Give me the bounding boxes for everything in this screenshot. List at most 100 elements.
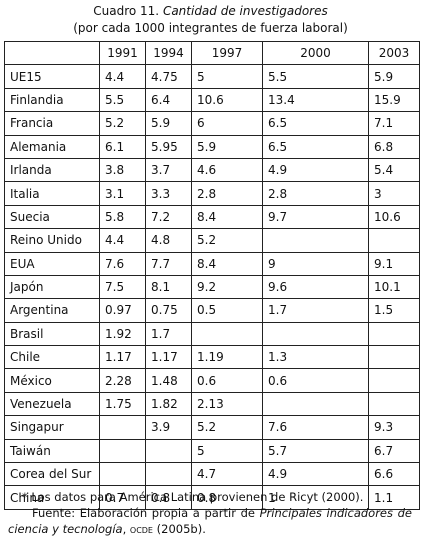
header-year: 1991 bbox=[99, 40, 146, 66]
table-row: Finlandia 5.5 6.4 10.6 13.4 15.9 bbox=[4, 87, 420, 113]
value-cell: 10.6 bbox=[368, 204, 420, 230]
table-row: Alemania 6.1 5.95 5.9 6.5 6.8 bbox=[4, 134, 420, 159]
table-row: México 2.28 1.48 0.6 0.6 bbox=[4, 368, 420, 393]
value-cell bbox=[368, 228, 420, 253]
table-row: China 0.7 0.8 0.8 1 1.1 bbox=[4, 485, 420, 510]
value-cell: 6 bbox=[191, 111, 263, 136]
country-cell: Taiwán bbox=[4, 438, 100, 464]
value-cell: 8.4 bbox=[191, 251, 263, 276]
table-row: Taiwán 5 5.7 6.7 bbox=[4, 438, 420, 464]
table-row: EUA 7.6 7.7 8.4 9 9.1 bbox=[4, 251, 420, 276]
value-cell: 15.9 bbox=[368, 87, 420, 113]
note-source-title-a: Principales indicadores de bbox=[259, 506, 413, 520]
table-row: Suecia 5.8 7.2 8.4 9.7 10.6 bbox=[4, 204, 420, 230]
value-cell bbox=[99, 415, 146, 440]
country-cell: Finlandia bbox=[4, 87, 100, 113]
note-source-line1: Fuente: Elaboración propia a partir de P… bbox=[8, 505, 412, 521]
value-cell: 0.75 bbox=[145, 298, 192, 323]
value-cell bbox=[262, 321, 369, 347]
value-cell: 9.2 bbox=[191, 274, 263, 300]
value-cell bbox=[368, 345, 420, 370]
value-cell: 9.1 bbox=[368, 251, 420, 276]
table-header: 1991 1994 1997 2000 2003 bbox=[4, 40, 420, 66]
value-cell: 5 bbox=[191, 438, 263, 464]
note-latin-america: * Los datos para América Latina proviene… bbox=[22, 490, 364, 504]
value-cell: 7.6 bbox=[262, 415, 369, 440]
table-row: Singapur 3.9 5.2 7.6 9.3 bbox=[4, 415, 420, 440]
value-cell bbox=[99, 462, 146, 487]
country-cell: Alemania bbox=[4, 134, 100, 159]
value-cell: 6.5 bbox=[262, 134, 369, 159]
value-cell: 0.6 bbox=[262, 368, 369, 393]
value-cell: 6.6 bbox=[368, 462, 420, 487]
researchers-table: 1991 1994 1997 2000 2003 UE15 4.4 4.75 5 5.5 5.9 F… bbox=[4, 40, 420, 510]
value-cell: 1.92 bbox=[99, 321, 146, 347]
country-cell: Singapur bbox=[4, 415, 100, 440]
header-country bbox=[4, 40, 100, 66]
table-row: Argentina 0.97 0.75 0.5 1.7 1.5 bbox=[4, 298, 420, 323]
country-cell: Chile bbox=[4, 345, 100, 370]
value-cell: 0.7 bbox=[99, 485, 146, 510]
value-cell: 6.4 bbox=[145, 87, 192, 113]
country-cell: Francia bbox=[4, 111, 100, 136]
caption-number: Cuadro 11. bbox=[93, 4, 160, 18]
table-notes: * Los datos para América Latina proviene… bbox=[8, 489, 412, 537]
value-cell bbox=[99, 438, 146, 464]
table-row: Italia 3.1 3.3 2.8 2.8 3 bbox=[4, 181, 420, 206]
country-cell: Irlanda bbox=[4, 157, 100, 183]
value-cell bbox=[145, 438, 192, 464]
value-cell: 7.7 bbox=[145, 251, 192, 276]
value-cell bbox=[368, 368, 420, 393]
note-source-prefix: Fuente: Elaboración propia a partir de bbox=[32, 506, 255, 520]
value-cell: 4.9 bbox=[262, 462, 369, 487]
value-cell: 7.5 bbox=[99, 274, 146, 300]
value-cell: 0.5 bbox=[191, 298, 263, 323]
value-cell: 5.9 bbox=[191, 134, 263, 159]
value-cell: 1.3 bbox=[262, 345, 369, 370]
table-row: Venezuela 1.75 1.82 2.13 bbox=[4, 391, 420, 417]
value-cell: 13.4 bbox=[262, 87, 369, 113]
value-cell: 5 bbox=[191, 64, 263, 89]
value-cell: 1.17 bbox=[145, 345, 192, 370]
value-cell bbox=[262, 228, 369, 253]
value-cell: 1.7 bbox=[145, 321, 192, 347]
country-cell: México bbox=[4, 368, 100, 393]
value-cell: 0.8 bbox=[191, 485, 263, 510]
value-cell: 4.75 bbox=[145, 64, 192, 89]
value-cell: 2.8 bbox=[191, 181, 263, 206]
table-row: Brasil 1.92 1.7 bbox=[4, 321, 420, 347]
table-caption: Cuadro 11. Cantidad de investigadores (p… bbox=[0, 3, 421, 37]
country-cell: Corea del Sur bbox=[4, 462, 100, 487]
value-cell: 4.9 bbox=[262, 157, 369, 183]
header-year: 1997 bbox=[191, 40, 263, 66]
value-cell: 5.8 bbox=[99, 204, 146, 230]
value-cell: 9.6 bbox=[262, 274, 369, 300]
country-cell: Suecia bbox=[4, 204, 100, 230]
note-source-org: ocde bbox=[129, 522, 153, 536]
caption-subtitle: (por cada 1000 integrantes de fuerza lab… bbox=[73, 21, 348, 35]
value-cell: 7.6 bbox=[99, 251, 146, 276]
caption-title-line: Cuadro 11. Cantidad de investigadores bbox=[0, 3, 421, 20]
value-cell: 0.6 bbox=[191, 368, 263, 393]
value-cell: 5.9 bbox=[145, 111, 192, 136]
table-row: Corea del Sur 4.7 4.9 6.6 bbox=[4, 462, 420, 487]
value-cell: 4.7 bbox=[191, 462, 263, 487]
value-cell: 1.7 bbox=[262, 298, 369, 323]
value-cell: 3.3 bbox=[145, 181, 192, 206]
value-cell: 8.1 bbox=[145, 274, 192, 300]
value-cell: 9 bbox=[262, 251, 369, 276]
table-row: UE15 4.4 4.75 5 5.5 5.9 bbox=[4, 64, 420, 89]
value-cell: 7.1 bbox=[368, 111, 420, 136]
value-cell: 3.9 bbox=[145, 415, 192, 440]
value-cell: 4.8 bbox=[145, 228, 192, 253]
value-cell: 3.7 bbox=[145, 157, 192, 183]
value-cell: 3 bbox=[368, 181, 420, 206]
value-cell: 5.2 bbox=[191, 228, 263, 253]
value-cell: 2.8 bbox=[262, 181, 369, 206]
country-cell: Argentina bbox=[4, 298, 100, 323]
value-cell: 5.95 bbox=[145, 134, 192, 159]
table-row: Irlanda 3.8 3.7 4.6 4.9 5.4 bbox=[4, 157, 420, 183]
note-source-title-b: ciencia y tecnología bbox=[8, 522, 123, 536]
value-cell: 6.7 bbox=[368, 438, 420, 464]
